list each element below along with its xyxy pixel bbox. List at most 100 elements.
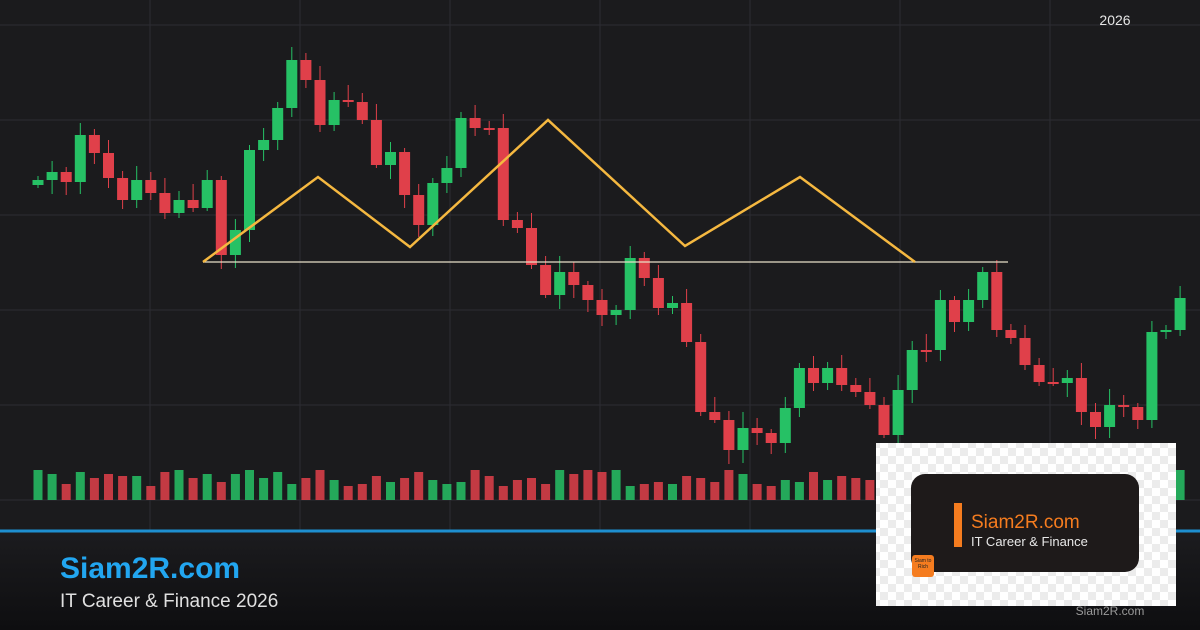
candle-body (244, 150, 255, 230)
candle-body (652, 278, 664, 308)
volume-bar (301, 478, 311, 500)
candle-body (610, 310, 622, 315)
candle-body (511, 220, 523, 228)
logo-tagline: IT Career & Finance (971, 534, 1088, 549)
candle-body (413, 195, 425, 225)
candle-body (808, 368, 819, 383)
candle-body (1160, 330, 1172, 332)
volume-bar (287, 484, 297, 500)
volume-bar (569, 474, 579, 500)
candle-body (934, 300, 946, 350)
candle-body (342, 100, 354, 102)
volume-bar (541, 484, 551, 500)
candle-body (1132, 407, 1144, 420)
candle-body (88, 135, 100, 153)
candle-body (427, 183, 439, 225)
candle-body (1033, 365, 1045, 382)
volume-bar (710, 482, 720, 500)
candle-body (624, 258, 636, 310)
volume-bar (118, 476, 128, 500)
volume-bar (823, 480, 833, 500)
candle-body (187, 200, 199, 208)
volume-bar (555, 470, 565, 500)
candle-body (497, 128, 509, 220)
candle-body (526, 228, 537, 265)
volume-bar (752, 484, 762, 500)
volume-bar (809, 472, 818, 500)
volume-bar (75, 472, 85, 500)
candle-body (681, 303, 693, 342)
volume-bar (484, 476, 494, 500)
volume-bar (371, 476, 381, 500)
candle-body (878, 405, 890, 435)
candle-body (751, 428, 763, 433)
candle-body (596, 300, 608, 315)
volume-bar (61, 484, 71, 500)
volume-bar (611, 470, 621, 500)
candle-body (709, 412, 721, 420)
candle-body (229, 230, 241, 255)
candle-body (1005, 330, 1017, 338)
volume-bar (865, 480, 875, 500)
candle-body (1061, 378, 1073, 383)
volume-bar (639, 484, 649, 500)
candle-body (1174, 298, 1186, 330)
candle-body (300, 60, 312, 80)
volume-bar (837, 476, 847, 500)
logo-card (911, 474, 1139, 572)
volume-bar (386, 482, 395, 500)
volume-bar (470, 470, 480, 500)
candle-body (46, 172, 58, 180)
logo-badge-text: Siam to Rich (914, 558, 932, 570)
candle-body (892, 390, 904, 435)
candle-body (765, 433, 777, 443)
volume-bar (512, 480, 522, 500)
candle-body (1090, 412, 1101, 427)
candle-body (159, 193, 171, 213)
candle-body (554, 272, 566, 295)
candle-body (695, 342, 707, 412)
volume-bar (146, 486, 156, 500)
volume-bar (498, 486, 508, 500)
candle-body (1104, 405, 1116, 427)
candle-body (822, 368, 834, 383)
volume-bar (456, 482, 466, 500)
candle-body (145, 180, 157, 193)
candle-body (977, 272, 989, 300)
candle-body (32, 180, 44, 185)
candle-body (272, 108, 284, 140)
footer-tagline: IT Career & Finance 2026 (60, 591, 278, 612)
candle-body (582, 285, 594, 300)
candle-body (455, 118, 467, 168)
volume-bar (343, 486, 353, 500)
candle-body (920, 350, 932, 352)
volume-bar (89, 478, 99, 500)
badge-box: Siam to Rich (914, 558, 932, 570)
volume-bar (414, 472, 424, 500)
volume-bar (696, 478, 706, 500)
candle-body (385, 152, 396, 165)
volume-bar (104, 474, 113, 500)
footer-brand: Siam2R.com (60, 552, 240, 585)
candle-body (850, 385, 862, 392)
volume-bar (583, 470, 593, 500)
candle-body (60, 172, 72, 182)
candle-body (441, 168, 453, 183)
pattern-line (202, 118, 916, 264)
candle-body (779, 408, 791, 443)
candle-body (201, 180, 213, 208)
candle-body (540, 265, 552, 295)
volume-bar (527, 478, 536, 500)
volume-bar (668, 484, 677, 500)
candle-body (215, 180, 227, 255)
candle-body (314, 80, 326, 125)
volume-bar (653, 482, 663, 500)
logo-badge (912, 555, 934, 577)
candle-body (286, 60, 298, 108)
candle-body (469, 118, 481, 128)
volume-bar (33, 470, 43, 500)
candle-body (483, 128, 495, 130)
volume-bar (724, 470, 734, 500)
volume-bar (597, 472, 607, 500)
